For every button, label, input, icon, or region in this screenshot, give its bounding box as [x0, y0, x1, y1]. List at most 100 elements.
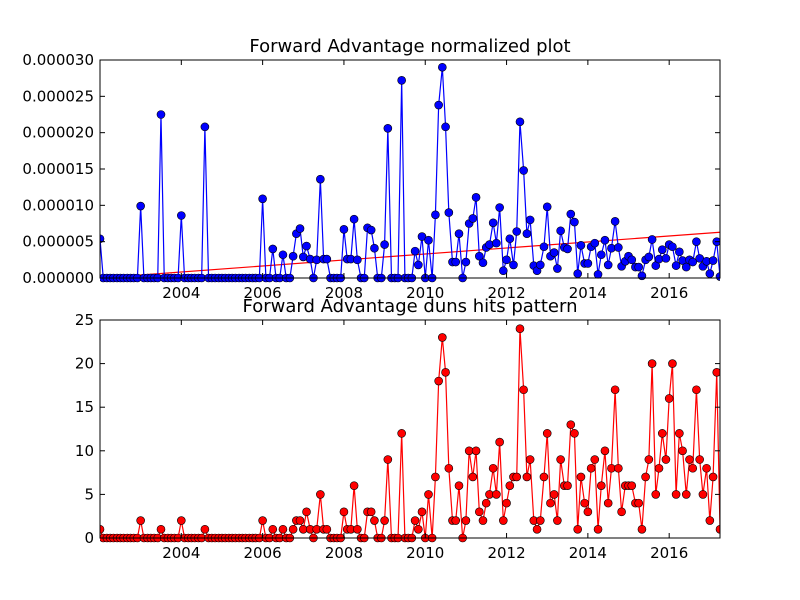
point [515, 324, 525, 334]
point [512, 227, 522, 236]
chart-title: Forward Advantage normalized plot [249, 36, 570, 57]
point [380, 516, 389, 525]
point [505, 481, 515, 490]
point [519, 166, 528, 175]
point [424, 490, 433, 499]
point [454, 481, 464, 490]
point [100, 524, 105, 534]
point [596, 250, 606, 260]
point [657, 429, 667, 438]
point [200, 122, 210, 132]
point [288, 524, 298, 534]
point [637, 271, 647, 281]
point [258, 194, 267, 204]
x-tick-label: 2012 [487, 544, 525, 562]
y-tick-label: 0.000000 [22, 269, 94, 287]
point [177, 211, 186, 220]
point [563, 481, 572, 490]
y-tick-label: 0.000005 [22, 233, 94, 251]
point [593, 270, 603, 279]
x-tick-label: 2012 [487, 284, 525, 302]
point [688, 257, 698, 267]
y-tick-label: 0.000020 [22, 124, 94, 142]
point [495, 203, 504, 212]
y-tick-label: 25 [75, 311, 94, 329]
point [478, 516, 488, 525]
point [383, 455, 393, 464]
point [278, 250, 288, 260]
point [156, 110, 166, 119]
point [515, 117, 525, 127]
point [316, 490, 325, 499]
point [475, 251, 484, 261]
point [414, 524, 423, 534]
point [637, 524, 647, 534]
point [647, 359, 657, 368]
point [685, 455, 694, 464]
point [397, 429, 406, 438]
point [353, 524, 362, 534]
point [295, 516, 305, 525]
point [549, 248, 559, 257]
point [556, 455, 565, 464]
point [614, 463, 623, 473]
point [499, 516, 508, 525]
point [681, 262, 691, 272]
point [675, 429, 684, 438]
point [583, 507, 593, 517]
point [495, 437, 504, 447]
point [576, 241, 586, 250]
point [485, 240, 494, 249]
point [573, 524, 583, 534]
point [617, 507, 626, 517]
point [505, 234, 515, 244]
point [509, 260, 518, 270]
plot-area [100, 320, 720, 538]
point [596, 481, 606, 490]
point [654, 463, 664, 473]
point [647, 235, 657, 244]
point [366, 507, 376, 517]
point [512, 472, 522, 482]
point [536, 260, 545, 270]
axes-frame [99, 319, 721, 539]
point [553, 264, 562, 273]
point [566, 209, 576, 219]
point [434, 376, 443, 386]
point [590, 455, 600, 464]
point [502, 255, 511, 265]
point [268, 524, 278, 534]
x-tick-label: 2016 [650, 544, 688, 562]
point [444, 208, 454, 217]
point [200, 524, 210, 534]
point [441, 368, 450, 377]
point [698, 490, 708, 499]
point [688, 463, 698, 473]
point [471, 446, 481, 456]
point [177, 516, 186, 525]
point [288, 251, 298, 261]
point [258, 516, 267, 525]
point [695, 455, 704, 464]
point [549, 490, 559, 499]
point [295, 224, 305, 233]
point [492, 490, 501, 499]
trend-line [100, 231, 720, 279]
y-tick-label: 0.000015 [22, 160, 94, 178]
point [603, 498, 613, 508]
point [417, 507, 427, 517]
chart-title: Forward Advantage duns hits pattern [243, 296, 578, 317]
y-tick-label: 5 [84, 485, 94, 503]
point [563, 244, 572, 254]
point [678, 446, 687, 456]
point [600, 446, 610, 456]
point [316, 174, 325, 184]
point [610, 385, 620, 395]
point [268, 244, 278, 254]
point [441, 122, 450, 132]
point [532, 524, 542, 534]
point [546, 498, 555, 508]
point [522, 229, 532, 238]
point [136, 201, 145, 211]
x-tick-label: 2010 [406, 284, 444, 302]
